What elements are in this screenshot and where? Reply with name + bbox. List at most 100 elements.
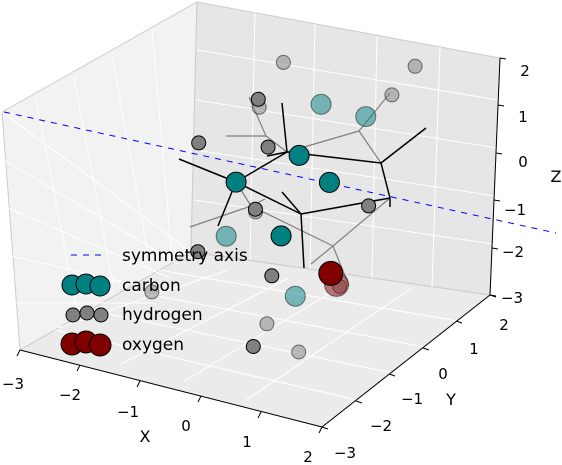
y-axis-line	[321, 294, 491, 428]
carbon-atom-point	[225, 171, 247, 193]
legend-hydrogen-label: hydrogen	[122, 305, 203, 325]
hydrogen-atom-point	[260, 139, 276, 155]
z-tick-mark	[493, 199, 501, 202]
y-tick-mark	[321, 426, 329, 430]
hydrogen-atom-point	[190, 244, 206, 260]
z-axis-label: Z	[551, 167, 562, 186]
legend: symmetry axis carbon hydrogen oxygen	[60, 246, 248, 357]
y-tick-mark	[388, 373, 396, 377]
symmetry-axis-line	[3, 111, 557, 234]
hydrogen-atom-point	[250, 91, 266, 107]
x-tick-labels: −3 −2 −1 0 1 2	[2, 375, 313, 465]
hydrogen-atom-point	[264, 268, 280, 284]
grid-line	[7, 207, 171, 279]
y-tick-label: 1	[469, 340, 479, 358]
hydrogen-atom-point	[191, 135, 207, 151]
carbon-atom-point	[270, 225, 292, 247]
grid-line	[431, 46, 441, 288]
z-tick-label: −2	[502, 243, 524, 261]
tick-marks	[16, 57, 507, 434]
x-tick-mark	[76, 364, 81, 372]
hydrogen-atom-point	[361, 198, 377, 214]
z-tick-labels: −3 −2 −1 0 1 2	[501, 62, 530, 307]
bond	[248, 96, 267, 137]
hydrogen-atom-point	[384, 87, 400, 103]
legend-oxygen-marker	[60, 330, 112, 357]
grid-line	[1, 111, 192, 253]
legend-oxygen-label: oxygen	[122, 335, 184, 355]
z-tick-mark	[495, 152, 503, 155]
grid-line	[89, 309, 393, 374]
bond	[281, 102, 288, 153]
z-tick-label: −1	[504, 201, 526, 219]
grid-line	[124, 289, 426, 348]
carbon-atom-point	[355, 106, 377, 128]
bond	[300, 213, 305, 269]
grid-line	[11, 255, 163, 292]
grid-line	[309, 23, 316, 270]
hydrogen-atom-point	[407, 58, 423, 74]
grid-line	[371, 35, 378, 279]
grid-line	[193, 199, 494, 245]
y-tick-label: 2	[499, 316, 509, 334]
grid-line	[195, 99, 498, 149]
grid-line	[157, 269, 459, 322]
y-tick-label: −3	[334, 444, 356, 462]
hydrogen-atom-point	[144, 284, 160, 300]
front-atoms	[190, 91, 377, 354]
bond	[358, 130, 382, 164]
bond	[310, 245, 334, 265]
legend-hydrogen-dot	[65, 307, 81, 323]
hydrogen-atom-point	[291, 344, 307, 360]
y-axis-label: Y	[445, 390, 456, 409]
grid-line	[35, 99, 77, 307]
hydrogen-atom-point	[247, 201, 263, 217]
x-axis-label: X	[140, 427, 151, 446]
grid-line	[245, 287, 413, 401]
z-tick-label: 2	[520, 62, 530, 80]
y-tick-labels: −3 −2 −1 0 1 2	[334, 316, 509, 462]
x-tick-mark	[318, 426, 323, 434]
y-tick-label: −2	[370, 417, 392, 435]
legend-carbon-marker	[61, 273, 111, 297]
bond	[380, 127, 427, 164]
bond	[250, 205, 334, 247]
carbon-atom-point	[288, 144, 310, 166]
legend-symmetry-axis-label: symmetry axis	[122, 246, 248, 266]
carbon-atom-point	[310, 93, 332, 115]
z-axis-line	[489, 57, 501, 296]
oxygen-atom-point	[318, 260, 344, 286]
bond	[380, 162, 391, 199]
x-tick-label: −3	[2, 375, 24, 393]
hydrogen-atom-point	[275, 54, 291, 70]
x-tick-mark	[197, 395, 202, 403]
grid-line	[120, 277, 290, 365]
z-tick-mark	[491, 247, 499, 250]
legend-hydrogen-marker	[65, 305, 109, 323]
x-tick-label: −1	[117, 403, 139, 421]
bond	[281, 191, 302, 215]
y-tick-mark	[422, 347, 430, 351]
grid-line	[111, 55, 151, 265]
grid-lines	[1, 11, 499, 401]
z-tick-label: 1	[518, 108, 528, 126]
x-tick-mark	[257, 411, 262, 419]
grid-line	[151, 29, 173, 259]
hydrogen-atom-point	[259, 316, 275, 332]
x-tick-label: 2	[303, 448, 313, 465]
bond	[300, 197, 391, 215]
bond	[265, 135, 288, 153]
grid-line	[196, 49, 499, 101]
y-tick-label: −1	[401, 390, 423, 408]
y-tick-label: 0	[438, 365, 448, 383]
legend-carbon-dot	[89, 275, 111, 297]
x-tick-mark	[16, 349, 21, 357]
x-tick-mark	[136, 380, 141, 388]
z-tick-mark	[497, 104, 505, 107]
back-atoms	[144, 54, 423, 360]
bond	[332, 197, 391, 247]
z-tick-mark	[499, 57, 507, 60]
x-tick-label: −2	[59, 386, 81, 404]
y-tick-mark	[455, 320, 463, 324]
